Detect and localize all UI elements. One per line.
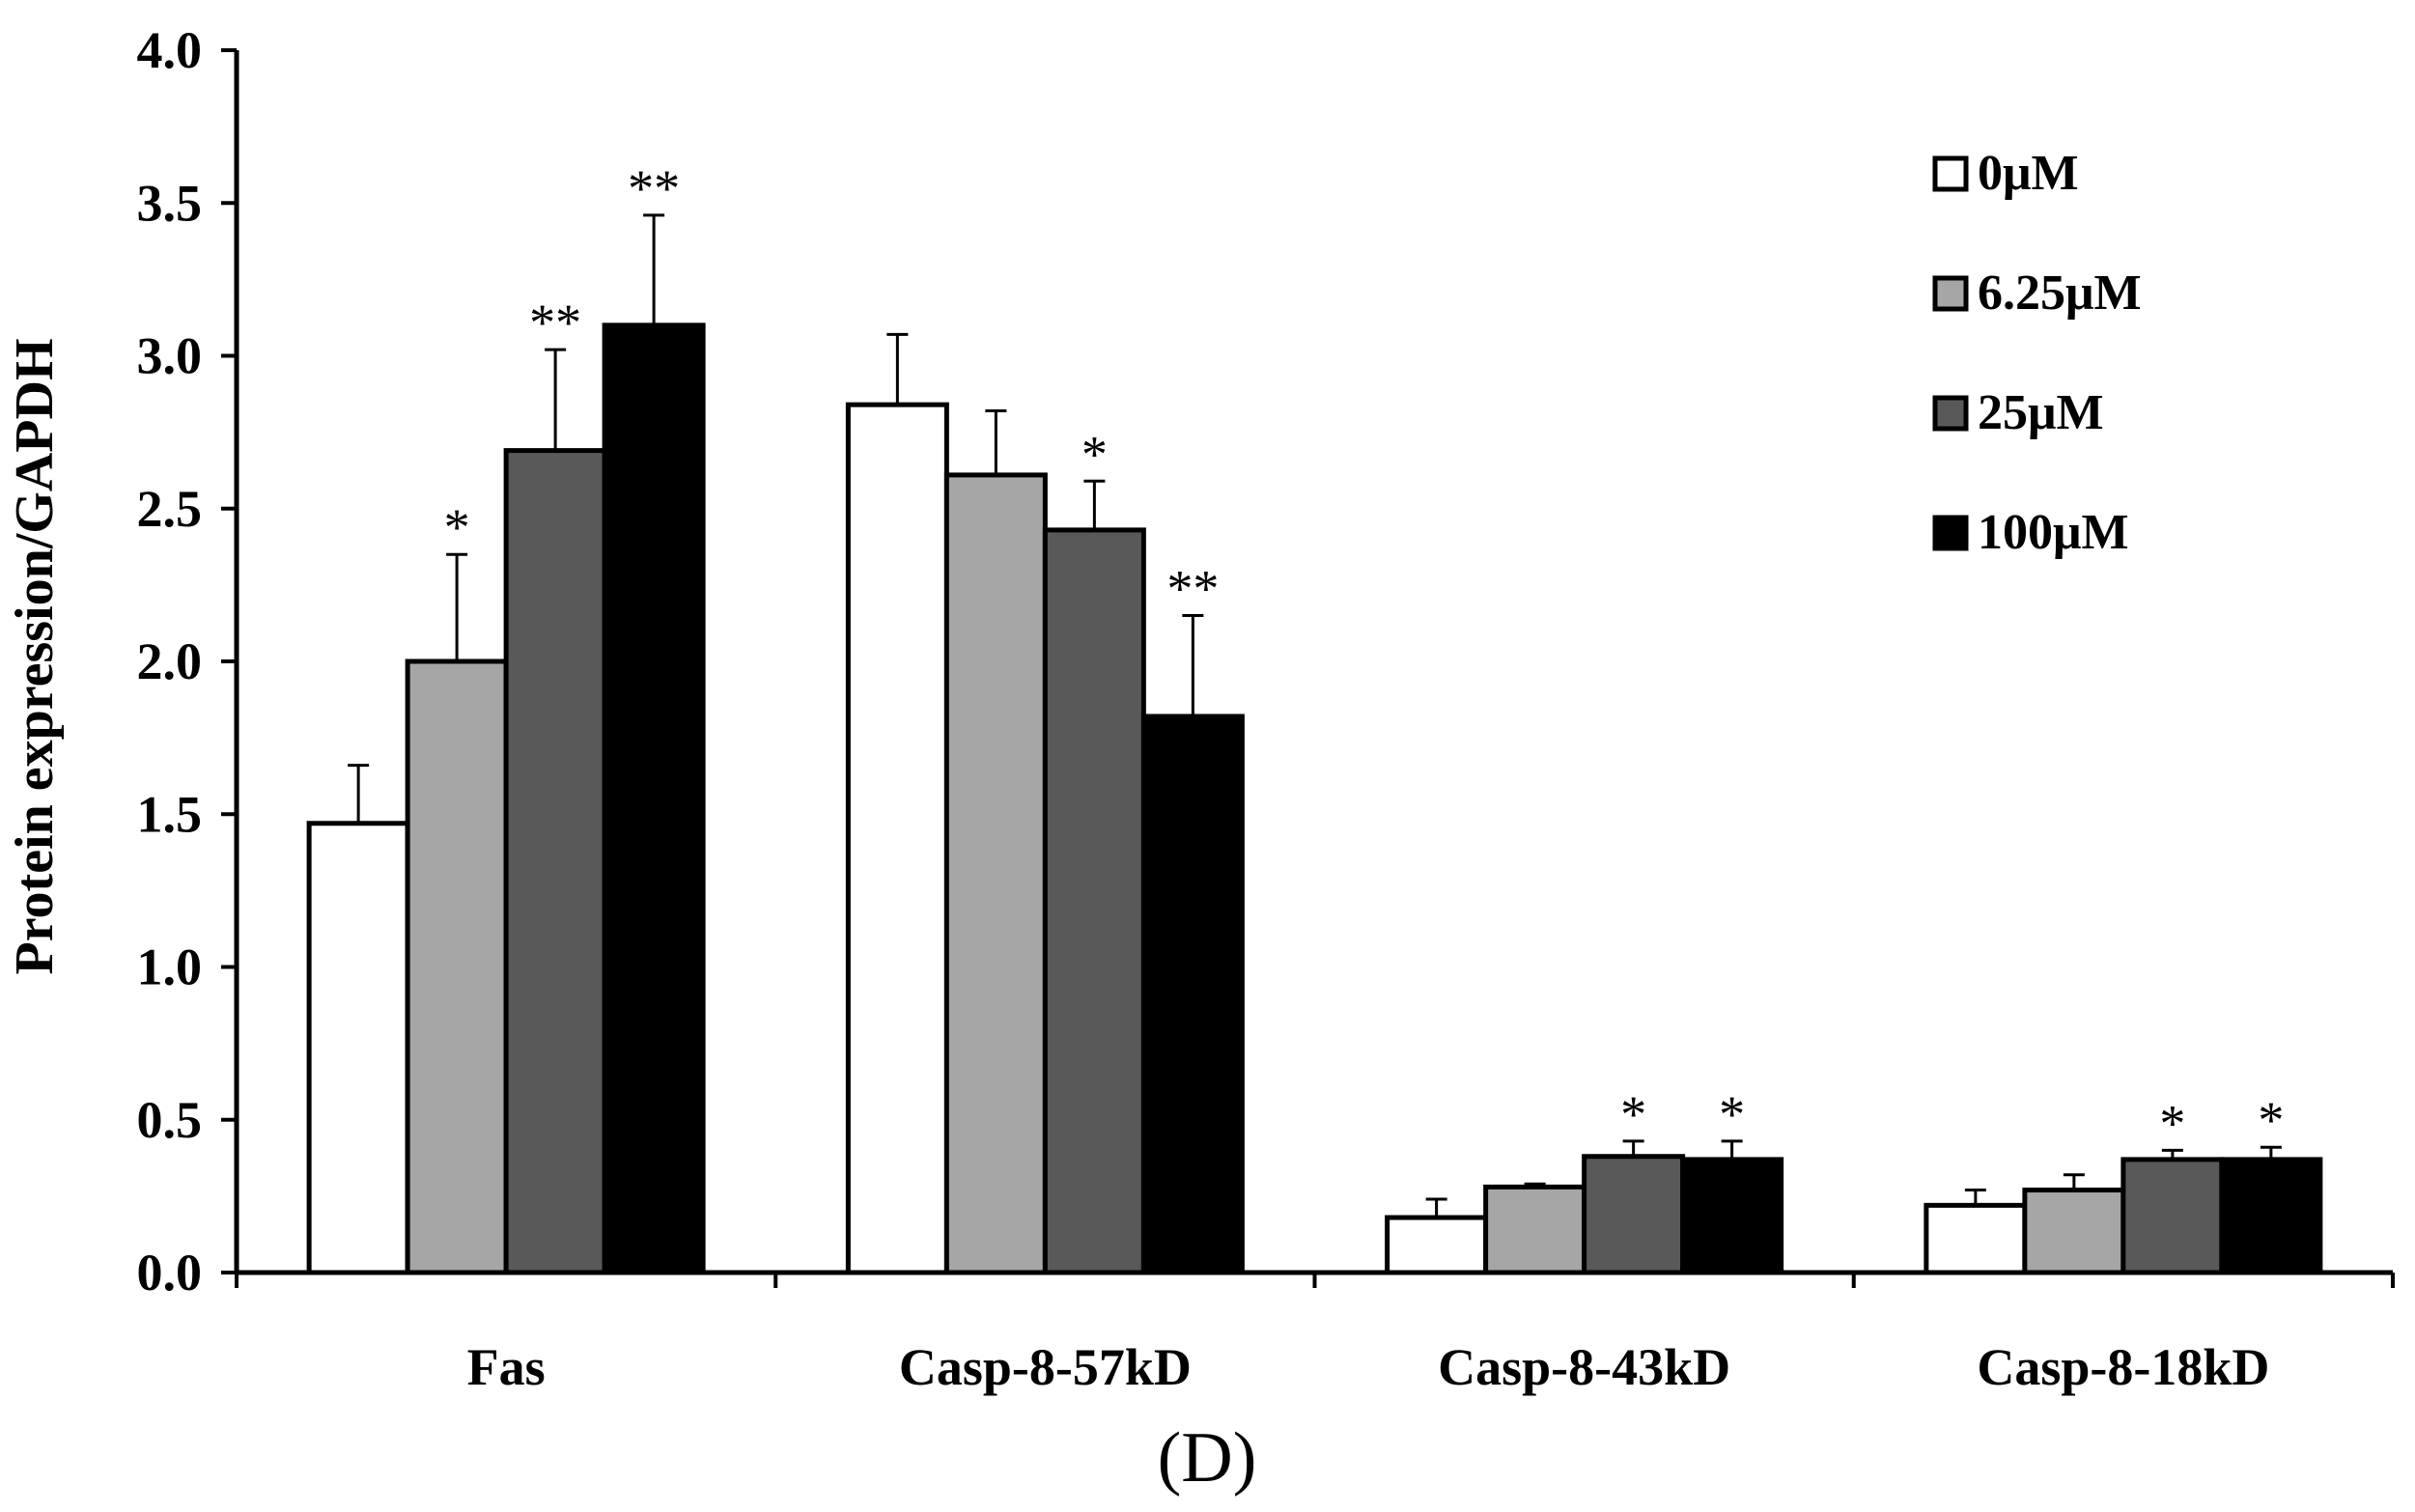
bar [1385, 1215, 1489, 1275]
y-tick-label: 1.0 [137, 938, 203, 996]
legend-swatch [1932, 275, 1969, 312]
x-tick-label: Casp-8-43kD [1438, 1338, 1730, 1396]
bar [2219, 1157, 2323, 1275]
bar [1680, 1157, 1784, 1275]
y-tick-label: 2.0 [137, 632, 203, 690]
significance-label: ** [628, 159, 680, 217]
significance-label: * [1719, 1085, 1745, 1143]
legend: 0μM 6.25μM 25μM 100μM [1932, 146, 2142, 560]
y-tick-label: 4.0 [137, 21, 203, 79]
significance-label: ** [1166, 560, 1219, 618]
significance-label: * [1081, 425, 1108, 483]
legend-swatch [1932, 155, 1969, 192]
panel-label: (D) [1158, 1418, 1257, 1498]
legend-swatch [1932, 515, 1969, 551]
bar [1140, 714, 1245, 1275]
bar [943, 472, 1048, 1275]
bar [2120, 1157, 2225, 1275]
axes-layer: Fas Casp-8-57kD Casp-8-43kD Casp-8-18kD 0.0 0… [137, 21, 2395, 1396]
significance-label: * [444, 498, 470, 556]
significance-label: * [2258, 1091, 2284, 1149]
significance-label: ** [529, 294, 581, 351]
x-tick-label: Fas [467, 1338, 546, 1396]
legend-label: 0μM [1978, 146, 2079, 201]
bar [1042, 527, 1146, 1275]
bar [1924, 1202, 2028, 1275]
bar [845, 402, 949, 1275]
bar [405, 658, 509, 1275]
legend-label: 6.25μM [1978, 266, 2142, 321]
bar [1483, 1184, 1587, 1275]
y-tick-label: 0.0 [137, 1244, 203, 1302]
legend-label: 25μM [1978, 385, 2104, 440]
bar [602, 322, 706, 1275]
bar [503, 448, 607, 1275]
significance-label: * [1620, 1085, 1646, 1143]
bar [2022, 1188, 2126, 1275]
legend-swatch [1932, 395, 1969, 432]
bars-layer: ********* * * * [306, 159, 2323, 1275]
y-tick-label: 1.5 [137, 785, 203, 843]
bar [1582, 1154, 1686, 1275]
x-tick-label: Casp-8-57kD [899, 1338, 1192, 1396]
bar [306, 821, 410, 1275]
x-tick-label: Casp-8-18kD [1977, 1338, 2269, 1396]
y-tick-label: 3.5 [137, 174, 203, 232]
significance-label: * [2159, 1094, 2185, 1152]
y-tick-label: 3.0 [137, 327, 203, 385]
y-tick-label: 0.5 [137, 1091, 203, 1149]
legend-label: 100μM [1978, 505, 2129, 560]
y-axis-title: Protein expression/GAPDH [5, 338, 65, 974]
y-tick-label: 2.5 [137, 480, 203, 538]
